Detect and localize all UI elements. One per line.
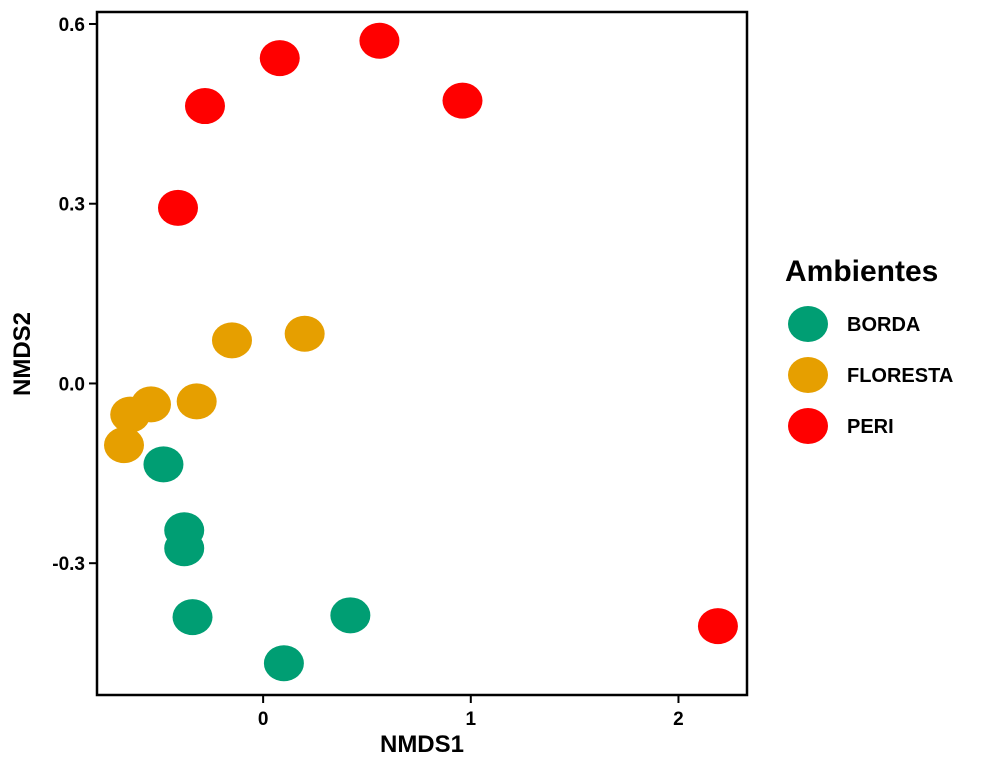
y-axis: 0.6 0.3 0.0 -0.3 xyxy=(52,15,97,575)
data-point xyxy=(176,383,217,420)
data-point xyxy=(103,427,144,464)
data-point xyxy=(172,599,213,636)
legend-key xyxy=(788,306,828,342)
data-point xyxy=(263,645,304,682)
legend-key xyxy=(788,357,828,393)
plot-area xyxy=(103,22,738,682)
data-point xyxy=(211,322,252,359)
x-tick-label: 2 xyxy=(673,709,684,730)
x-tick-label: 1 xyxy=(466,709,477,730)
data-point xyxy=(184,88,225,125)
y-tick-label: 0.0 xyxy=(59,374,85,395)
data-point xyxy=(284,315,325,352)
legend-entry-floresta: FLORESTA xyxy=(788,357,953,393)
legend-label: BORDA xyxy=(847,314,920,336)
data-point xyxy=(110,396,151,433)
legend: Ambientes BORDA FLORESTA PERI xyxy=(785,255,953,444)
legend-entries: BORDA FLORESTA PERI xyxy=(788,306,953,444)
data-point xyxy=(697,608,738,645)
data-point xyxy=(157,189,198,226)
legend-label: FLORESTA xyxy=(847,365,953,387)
data-point xyxy=(442,82,483,119)
data-point xyxy=(259,40,300,77)
x-axis: 0 1 2 xyxy=(258,695,684,730)
x-axis-title: NMDS1 xyxy=(380,731,464,758)
data-point xyxy=(330,597,371,634)
series-floresta xyxy=(103,315,325,464)
legend-label: PERI xyxy=(847,416,894,438)
legend-entry-borda: BORDA xyxy=(788,306,920,342)
y-tick-label: 0.6 xyxy=(59,15,85,36)
legend-entry-peri: PERI xyxy=(788,408,894,444)
y-tick-label: 0.3 xyxy=(59,195,85,216)
y-tick-label: -0.3 xyxy=(52,554,85,575)
legend-key xyxy=(788,408,828,444)
data-point xyxy=(359,22,400,59)
data-point xyxy=(164,530,205,567)
series-peri xyxy=(157,22,738,645)
series-borda xyxy=(143,446,371,682)
y-axis-title: NMDS2 xyxy=(9,312,36,396)
x-tick-label: 0 xyxy=(258,709,269,730)
plot-frame xyxy=(95,10,749,697)
data-point xyxy=(143,446,184,483)
legend-title: Ambientes xyxy=(785,255,938,288)
